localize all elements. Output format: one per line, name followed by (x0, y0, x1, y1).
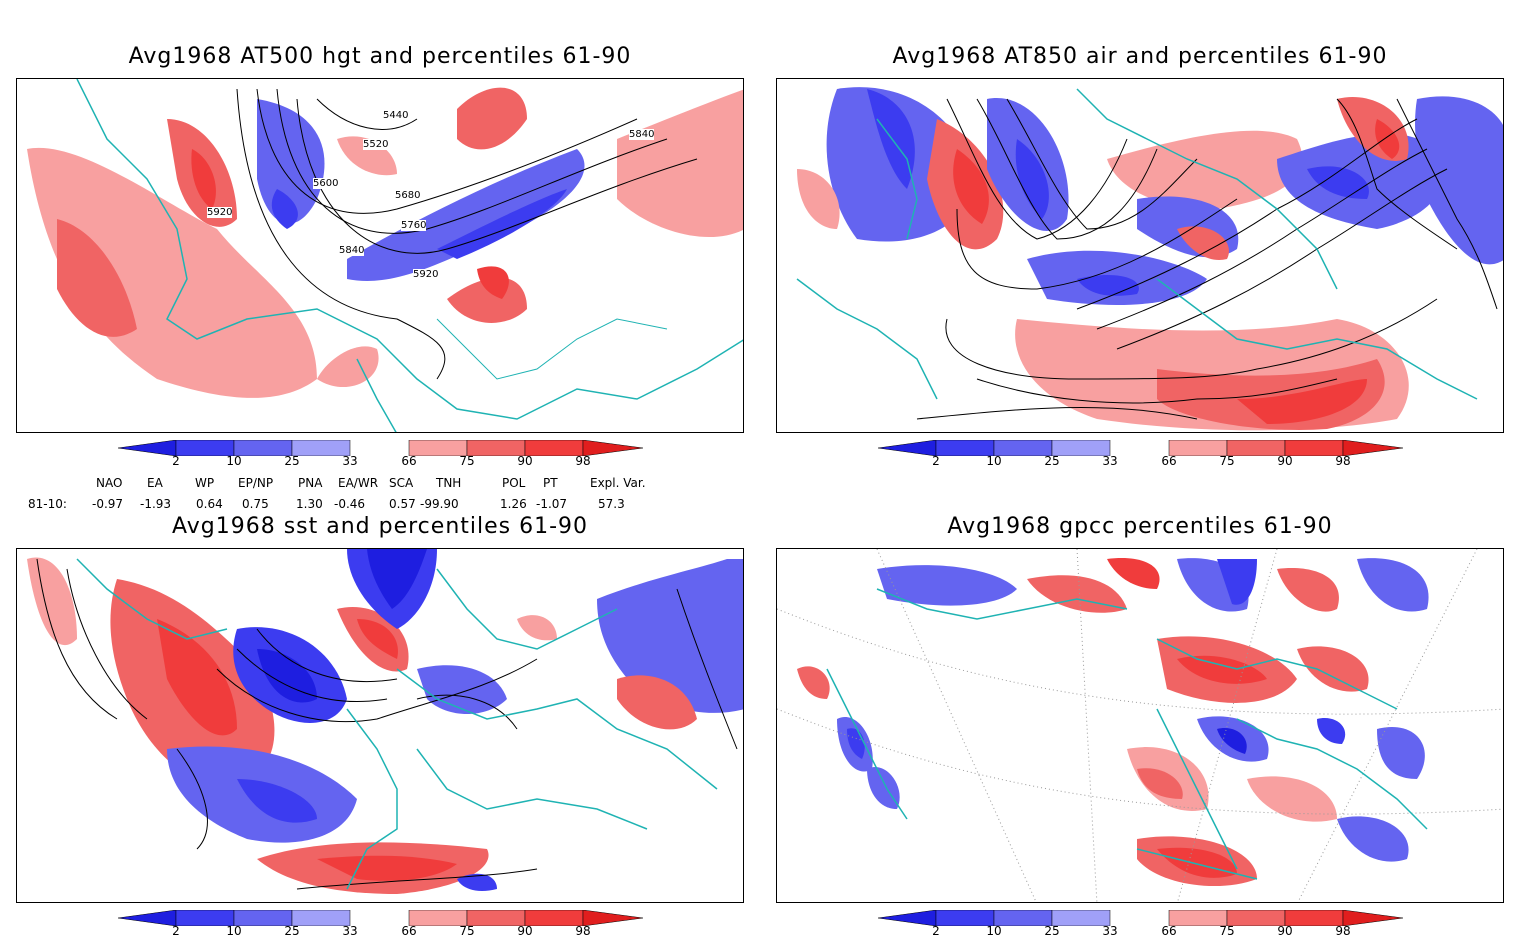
index-value: -0.97 (92, 497, 124, 511)
colorbar-label: 75 (1219, 924, 1235, 938)
colorbar-label: 66 (1161, 924, 1177, 938)
map-hgt500 (17, 79, 743, 432)
index-value: -99.90 (420, 497, 459, 511)
colorbar-swatches (878, 440, 1403, 456)
colorbar-label: 98 (575, 454, 591, 468)
index-header: EP/NP (238, 476, 274, 490)
contour-label: 5440 (383, 110, 409, 121)
panel-title-air850: Avg1968 AT850 air and percentiles 61-90 (892, 44, 1388, 69)
colorbar-label: 90 (1277, 454, 1293, 468)
contour-label: 5840 (339, 245, 365, 256)
panel-title-hgt500: Avg1968 AT500 hgt and percentiles 61-90 (128, 44, 632, 69)
map-panel-hgt500: 5440 5520 5600 5680 5760 5840 5920 5920 … (16, 78, 744, 433)
index-value: 0.64 (196, 497, 223, 511)
index-header: SCA (389, 476, 414, 490)
index-value: -1.07 (536, 497, 568, 511)
map-sst (27, 549, 743, 894)
colorbar-top-right: 2 10 25 33 66 75 90 98 (878, 440, 1403, 470)
panel-title-gpcc: Avg1968 gpcc percentiles 61-90 (947, 514, 1333, 539)
colorbar-label: 90 (1277, 924, 1293, 938)
contour-label: 5920 (207, 207, 233, 218)
colorbar-label: 90 (517, 454, 533, 468)
index-header: NAO (96, 476, 123, 490)
index-header: EA (147, 476, 163, 490)
index-value: 57.3 (598, 497, 625, 511)
colorbar-label: 10 (986, 924, 1002, 938)
colorbar-label: 10 (986, 454, 1002, 468)
map-gpcc (777, 549, 1503, 902)
panel-title-sst: Avg1968 sst and percentiles 61-90 (171, 514, 589, 539)
map-panel-sst (16, 548, 744, 903)
colorbar-label: 75 (459, 454, 475, 468)
index-value: 1.30 (296, 497, 323, 511)
index-value: -1.93 (140, 497, 172, 511)
index-value: 0.75 (242, 497, 269, 511)
index-value: 1.26 (500, 497, 527, 511)
contour-label: 5840 (629, 129, 655, 140)
index-header: PT (543, 476, 558, 490)
colorbar-label: 33 (342, 924, 358, 938)
colorbar-label: 75 (459, 924, 475, 938)
contour-label: 5520 (363, 139, 389, 150)
index-header: POL (502, 476, 526, 490)
colorbar-label: 33 (1102, 924, 1118, 938)
colorbar-label: 10 (226, 454, 242, 468)
index-header: EA/WR (338, 476, 379, 490)
index-header: PNA (298, 476, 323, 490)
index-value: 0.57 (389, 497, 416, 511)
colorbar-swatches (118, 440, 643, 456)
colorbar-swatches (878, 910, 1403, 926)
contour-label: 5760 (401, 220, 427, 231)
colorbar-label: 66 (401, 454, 417, 468)
colorbar-label: 98 (575, 924, 591, 938)
colorbar-label: 25 (1044, 924, 1060, 938)
index-value: -0.46 (334, 497, 366, 511)
map-panel-gpcc (776, 548, 1504, 903)
colorbar-label: 98 (1335, 454, 1351, 468)
colorbar-label: 25 (1044, 454, 1060, 468)
colorbar-label: 10 (226, 924, 242, 938)
colorbar-label: 2 (932, 454, 940, 468)
colorbar-label: 75 (1219, 454, 1235, 468)
index-header: TNH (436, 476, 462, 490)
contour-label: 5600 (313, 178, 339, 189)
colorbar-label: 2 (172, 924, 180, 938)
colorbar-swatches (118, 910, 643, 926)
colorbar-label: 66 (1161, 454, 1177, 468)
colorbar-bottom-right: 2 10 25 33 66 75 90 98 (878, 910, 1403, 940)
index-header: Expl. Var. (590, 476, 646, 490)
colorbar-bottom-left: 2 10 25 33 66 75 90 98 (118, 910, 643, 940)
colorbar-label: 2 (932, 924, 940, 938)
colorbar-label: 90 (517, 924, 533, 938)
contour-label: 5680 (395, 190, 421, 201)
colorbar-label: 25 (284, 454, 300, 468)
colorbar-label: 33 (1102, 454, 1118, 468)
colorbar-label: 98 (1335, 924, 1351, 938)
index-header: WP (195, 476, 215, 490)
colorbar-label: 66 (401, 924, 417, 938)
colorbar-top-left: 2 10 25 33 66 75 90 98 (118, 440, 643, 470)
map-panel-air850 (776, 78, 1504, 433)
colorbar-label: 33 (342, 454, 358, 468)
contour-label: 5920 (413, 269, 439, 280)
colorbar-label: 25 (284, 924, 300, 938)
colorbar-label: 2 (172, 454, 180, 468)
map-air850 (796, 87, 1503, 431)
index-row-label: 81-10: (28, 497, 67, 511)
